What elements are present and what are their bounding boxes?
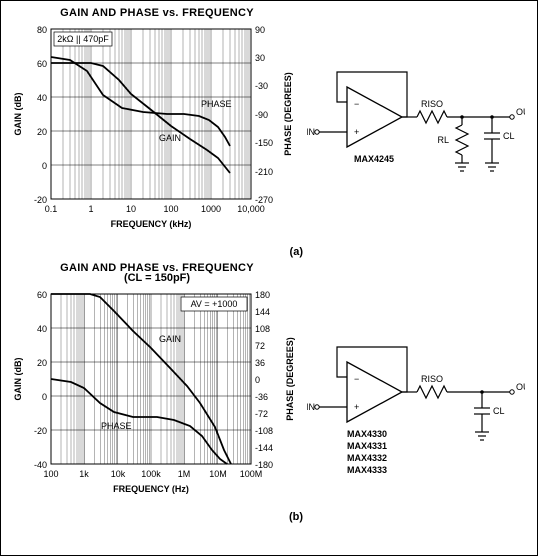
chart-b-subtitle: (CL = 150pF) — [7, 272, 307, 284]
chart-b: AV = +1000 GAIN PHASE 60 40 20 0 -20 -40… — [7, 284, 307, 504]
svg-text:40: 40 — [37, 324, 47, 334]
svg-text:90: 90 — [255, 25, 265, 35]
chart-b-yrticks: 180 144 108 72 36 0 -36 -72 -108 -144 -1… — [255, 290, 273, 470]
svg-text:36: 36 — [255, 358, 265, 368]
svg-text:10,000: 10,000 — [237, 204, 265, 214]
circuit-a-part: MAX4245 — [354, 154, 394, 164]
chart-b-ylabel-left: GAIN (dB) — [13, 358, 23, 401]
svg-text:72: 72 — [255, 341, 265, 351]
chart-a-xlabel: FREQUENCY (kHz) — [111, 219, 192, 229]
opamp-a-icon — [347, 87, 402, 147]
svg-text:60: 60 — [37, 290, 47, 300]
svg-text:20: 20 — [37, 358, 47, 368]
riso-b-icon — [417, 386, 447, 398]
chart-a-ann-gain: GAIN — [159, 133, 181, 143]
svg-text:-144: -144 — [255, 443, 273, 453]
circuit-b-cl-label: CL — [493, 406, 505, 416]
figure-container: GAIN AND PHASE vs. FREQUENCY — [0, 0, 538, 556]
chart-a-ylabel-left: GAIN (dB) — [13, 93, 23, 136]
chart-b-xticks: 100 1k 10k 100k 1M 10M 100M — [43, 469, 262, 479]
circuit-b-part-1: MAX4331 — [347, 441, 387, 451]
chart-b-inset-label: AV = +1000 — [191, 299, 238, 309]
svg-text:0.1: 0.1 — [45, 204, 58, 214]
chart-b-ann-gain: GAIN — [159, 334, 181, 344]
ground-b-icon — [475, 432, 489, 440]
chart-b-wrap: GAIN AND PHASE vs. FREQUENCY (CL = 150pF… — [7, 262, 307, 523]
rl-a-icon — [456, 125, 468, 155]
svg-text:0: 0 — [255, 375, 260, 385]
svg-text:60: 60 — [37, 59, 47, 69]
circuit-a-in-label: IN — [307, 127, 315, 137]
ground-a-1-icon — [455, 163, 469, 171]
chart-a-ylticks: 80 60 40 20 0 -20 — [34, 25, 47, 205]
circuit-b-in-label: IN — [307, 402, 315, 412]
svg-text:100M: 100M — [240, 469, 263, 479]
svg-text:-30: -30 — [255, 81, 268, 91]
circuit-b-out-label: OUT — [516, 382, 525, 392]
panel-b-label: (b) — [7, 511, 303, 523]
svg-text:10k: 10k — [111, 469, 126, 479]
chart-a-ann-phase: PHASE — [201, 99, 232, 109]
chart-b-ylticks: 60 40 20 0 -20 -40 — [34, 290, 47, 470]
svg-text:10M: 10M — [209, 469, 227, 479]
svg-text:−: − — [354, 99, 359, 109]
svg-text:+: + — [354, 127, 359, 137]
circuit-b-part-0: MAX4330 — [347, 429, 387, 439]
circuit-a-out-label: OUT — [516, 107, 525, 117]
opamp-b-icon — [347, 362, 402, 422]
svg-text:40: 40 — [37, 93, 47, 103]
chart-b-xlabel: FREQUENCY (Hz) — [113, 484, 189, 494]
svg-text:100: 100 — [163, 204, 178, 214]
panel-a-label: (a) — [7, 246, 303, 258]
panel-a: GAIN AND PHASE vs. FREQUENCY — [7, 7, 531, 258]
svg-text:80: 80 — [37, 25, 47, 35]
circuit-a-cl-label: CL — [503, 131, 515, 141]
svg-text:1M: 1M — [178, 469, 191, 479]
circuit-b-part-3: MAX4333 — [347, 465, 387, 475]
svg-text:-90: -90 — [255, 110, 268, 120]
circuit-b-riso-label: RISO — [421, 374, 443, 384]
circuit-b-part-2: MAX4332 — [347, 453, 387, 463]
svg-text:1: 1 — [88, 204, 93, 214]
circuit-b: − + IN RISO OUT CL — [307, 262, 525, 512]
chart-a: 2kΩ || 470pF PHASE GAIN 80 60 40 20 0 -2… — [7, 19, 307, 239]
svg-text:-210: -210 — [255, 167, 273, 177]
riso-a-icon — [417, 111, 447, 123]
svg-text:108: 108 — [255, 324, 270, 334]
svg-text:1000: 1000 — [201, 204, 221, 214]
chart-a-yrticks: 90 30 -30 -90 -150 -210 -270 — [255, 25, 273, 205]
svg-text:-150: -150 — [255, 138, 273, 148]
circuit-a-riso-label: RISO — [421, 99, 443, 109]
panel-b: GAIN AND PHASE vs. FREQUENCY (CL = 150pF… — [7, 262, 531, 523]
svg-text:1k: 1k — [79, 469, 89, 479]
svg-text:0: 0 — [42, 161, 47, 171]
svg-text:100: 100 — [43, 469, 58, 479]
chart-a-ylabel-right: PHASE (DEGREES) — [283, 72, 293, 156]
circuit-a: − + IN RISO OUT — [307, 7, 525, 247]
chart-a-wrap: GAIN AND PHASE vs. FREQUENCY — [7, 7, 307, 258]
svg-text:30: 30 — [255, 53, 265, 63]
svg-text:20: 20 — [37, 127, 47, 137]
chart-a-inset-label: 2kΩ || 470pF — [57, 34, 109, 44]
circuit-a-rl-label: RL — [437, 135, 449, 145]
svg-text:144: 144 — [255, 307, 270, 317]
svg-text:-108: -108 — [255, 426, 273, 436]
svg-text:100k: 100k — [141, 469, 161, 479]
svg-text:0: 0 — [42, 392, 47, 402]
svg-text:-72: -72 — [255, 409, 268, 419]
svg-text:10: 10 — [126, 204, 136, 214]
chart-a-plot-border — [51, 29, 251, 199]
chart-a-xticks: 0.1 1 10 100 1000 10,000 — [45, 204, 265, 214]
svg-text:-20: -20 — [34, 426, 47, 436]
ground-a-2-icon — [485, 163, 499, 171]
svg-text:−: − — [354, 374, 359, 384]
chart-b-ylabel-right: PHASE (DEGREES) — [285, 337, 295, 421]
svg-text:+: + — [354, 402, 359, 412]
chart-a-title: GAIN AND PHASE vs. FREQUENCY — [7, 7, 307, 19]
chart-b-ann-phase: PHASE — [101, 421, 132, 431]
svg-text:180: 180 — [255, 290, 270, 300]
svg-text:-36: -36 — [255, 392, 268, 402]
